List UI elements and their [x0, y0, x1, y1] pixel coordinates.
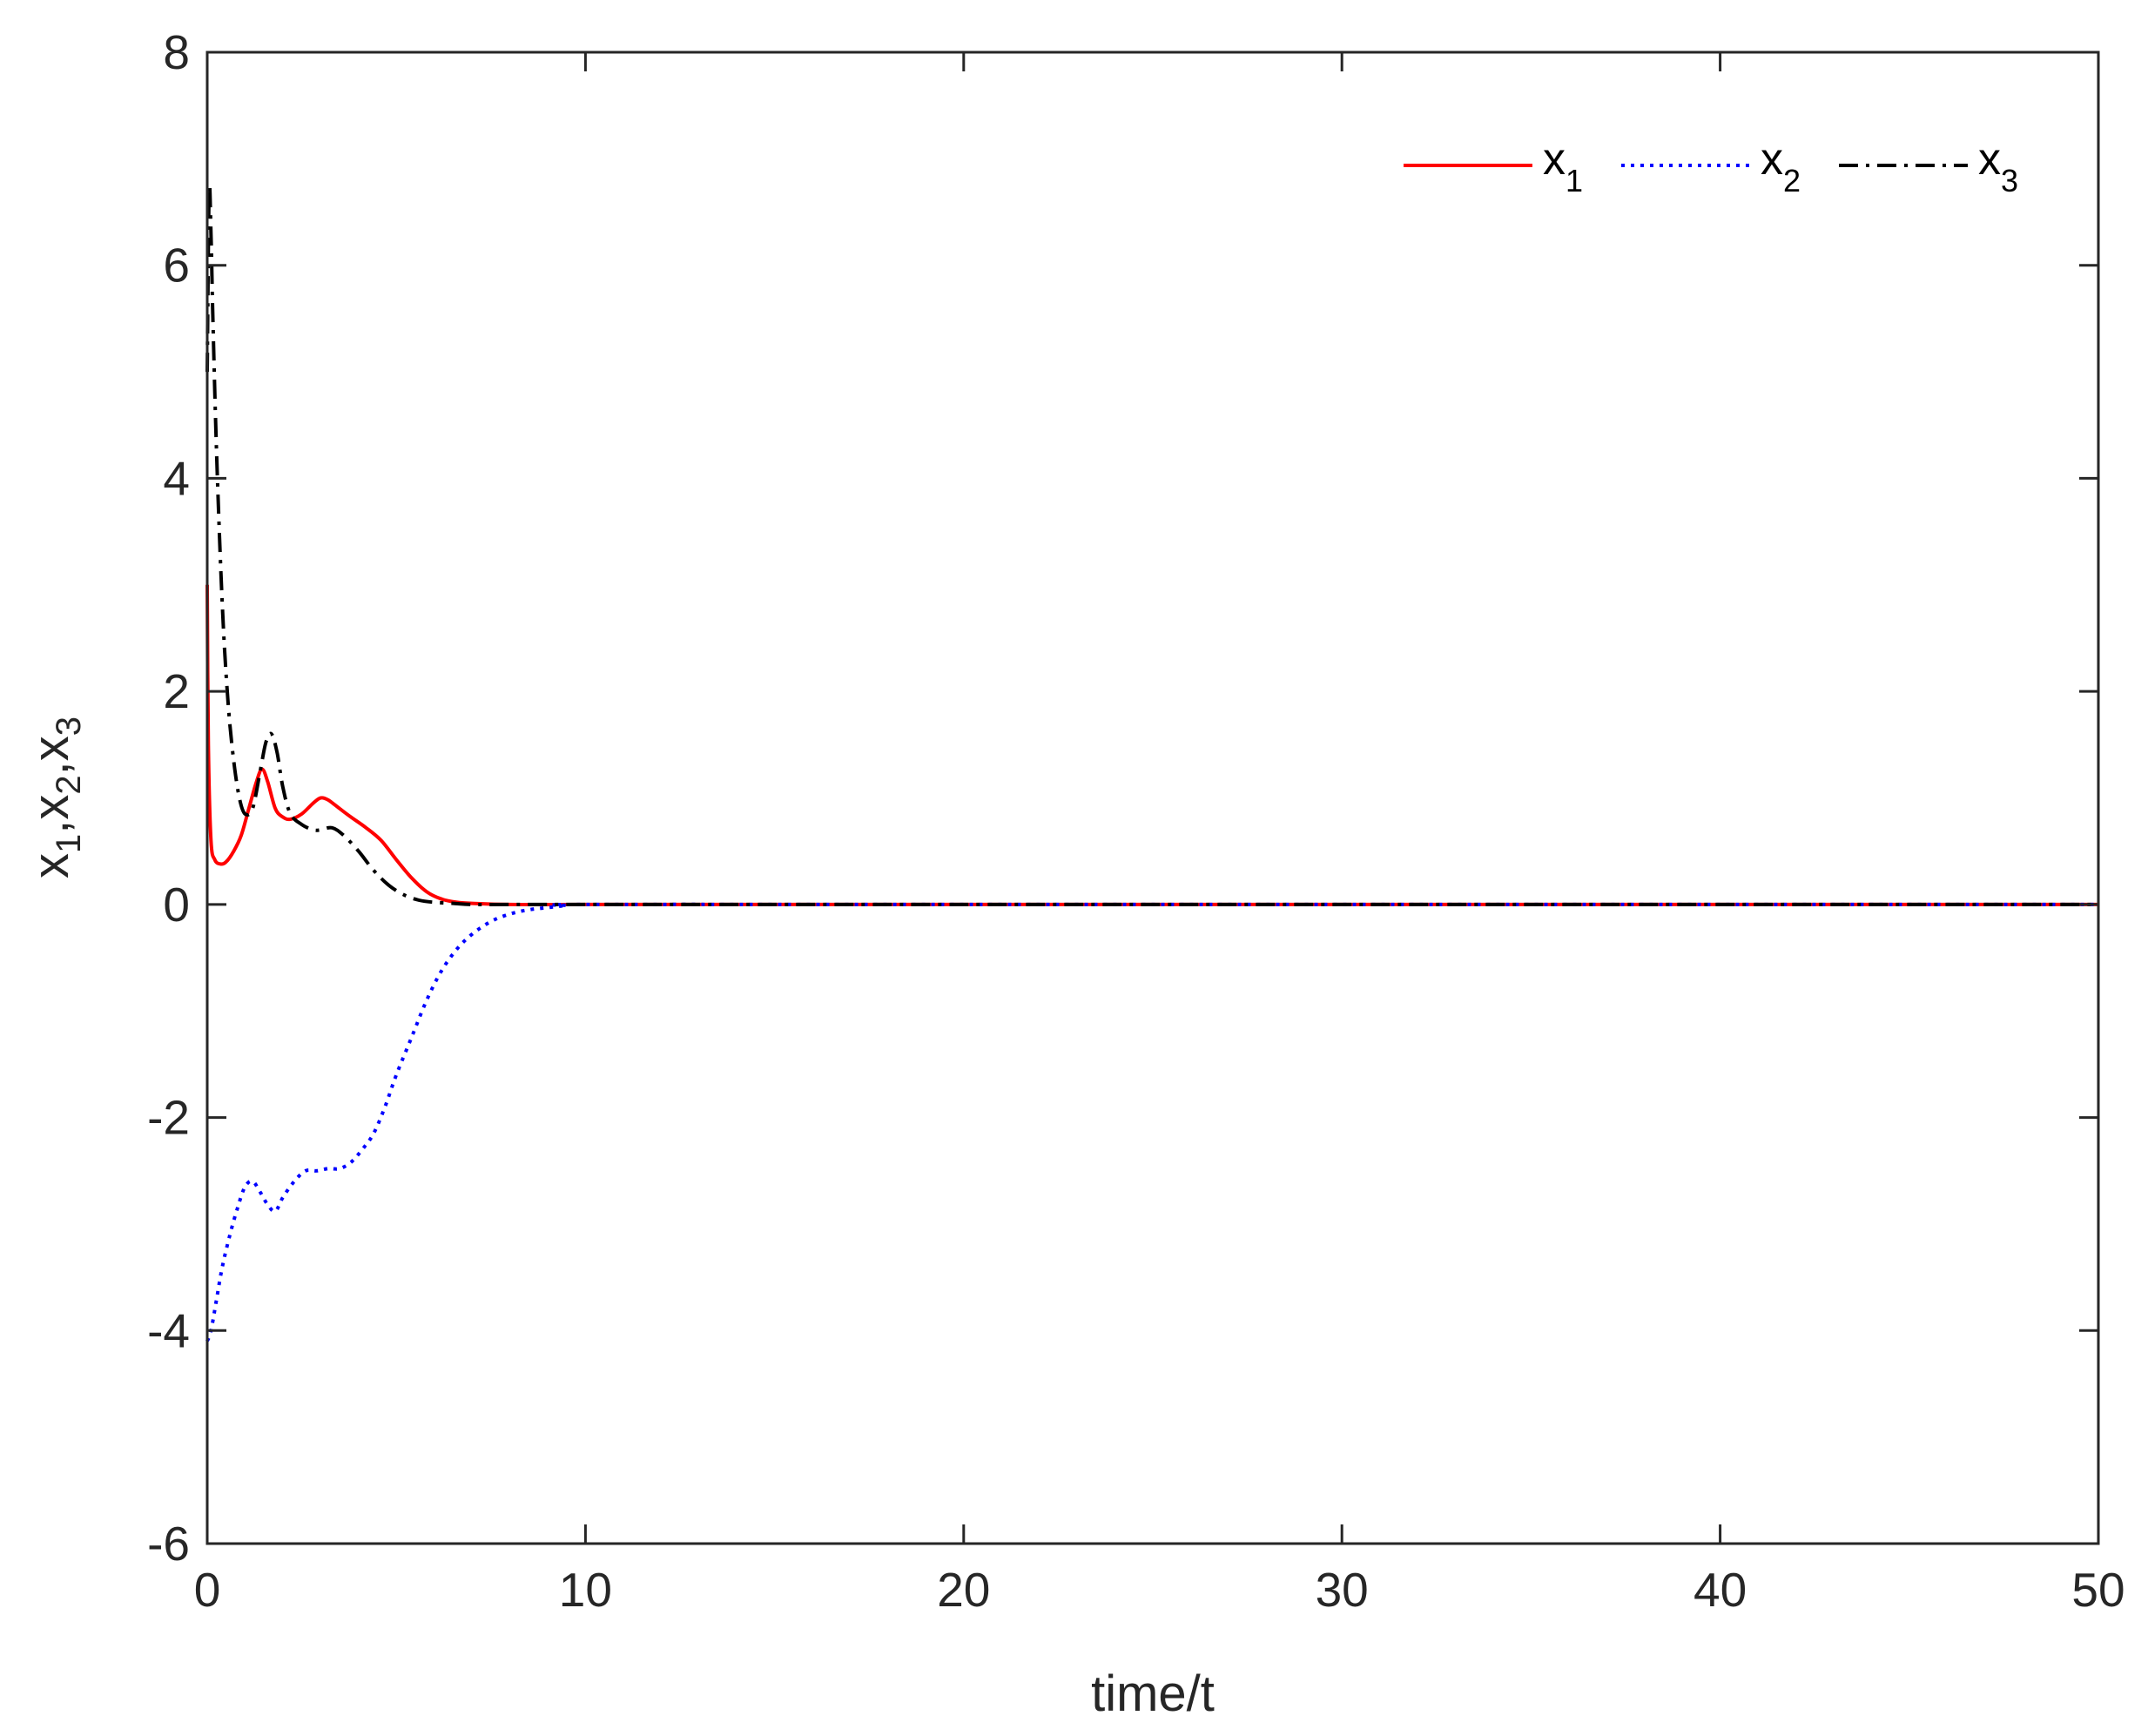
legend-label-x2-base: x [1761, 134, 1783, 185]
y-tick-label: 6 [163, 239, 190, 293]
x-tick-label: 10 [559, 1563, 612, 1617]
y-tick-label: 0 [163, 878, 190, 932]
x-axis-label: time/t [1091, 1665, 1215, 1722]
y-tick-label: 4 [163, 451, 190, 505]
y-tick-label: -4 [147, 1303, 190, 1357]
legend-label-x1-base: x [1543, 134, 1566, 185]
y-tick-label: -6 [147, 1517, 190, 1571]
y-axis-label-sub-3: 3 [50, 717, 88, 736]
y-axis-label-sub-2: 2 [50, 775, 88, 794]
legend-label-x2-sub: 2 [1783, 163, 1801, 198]
tick-layer: 0 10 20 30 40 50 -6 -4 -2 0 2 4 6 8 [147, 25, 2125, 1617]
series-layer [205, 182, 2098, 1342]
series-line-x3 [205, 182, 2098, 906]
y-axis-label-sub-1: 1 [50, 834, 88, 853]
axes-box [205, 50, 2100, 1545]
legend-label-x3-base: x [1978, 134, 2001, 185]
plot-area [207, 52, 2098, 1544]
y-axis-label-comma-1: , [23, 820, 79, 834]
legend-label-x1-sub: 1 [1566, 163, 1583, 198]
legend-label-x2: x2 [1761, 134, 1801, 198]
legend-label-x3: x3 [1978, 134, 2018, 198]
y-tick-label: 8 [163, 25, 190, 79]
x-tick-label: 20 [937, 1563, 990, 1617]
y-axis-label-comma-2: , [23, 761, 79, 775]
x-tick-label: 30 [1316, 1563, 1369, 1617]
legend: x1 x2 x3 [1404, 134, 2018, 198]
y-tick-label: 2 [163, 664, 190, 718]
legend-label-x3-sub: 3 [2001, 163, 2018, 198]
y-axis-label-base-2: x [23, 795, 79, 820]
y-axis-label: x1,x2,x3 [23, 717, 88, 878]
y-axis-label-base-1: x [23, 853, 79, 878]
x-tick-label: 50 [2071, 1563, 2124, 1617]
x-tick-label: 0 [194, 1563, 221, 1617]
y-tick-label: -2 [147, 1091, 190, 1145]
y-axis-label-base-3: x [23, 736, 79, 761]
legend-label-x1: x1 [1543, 134, 1583, 198]
x-tick-label: 40 [1693, 1563, 1747, 1617]
